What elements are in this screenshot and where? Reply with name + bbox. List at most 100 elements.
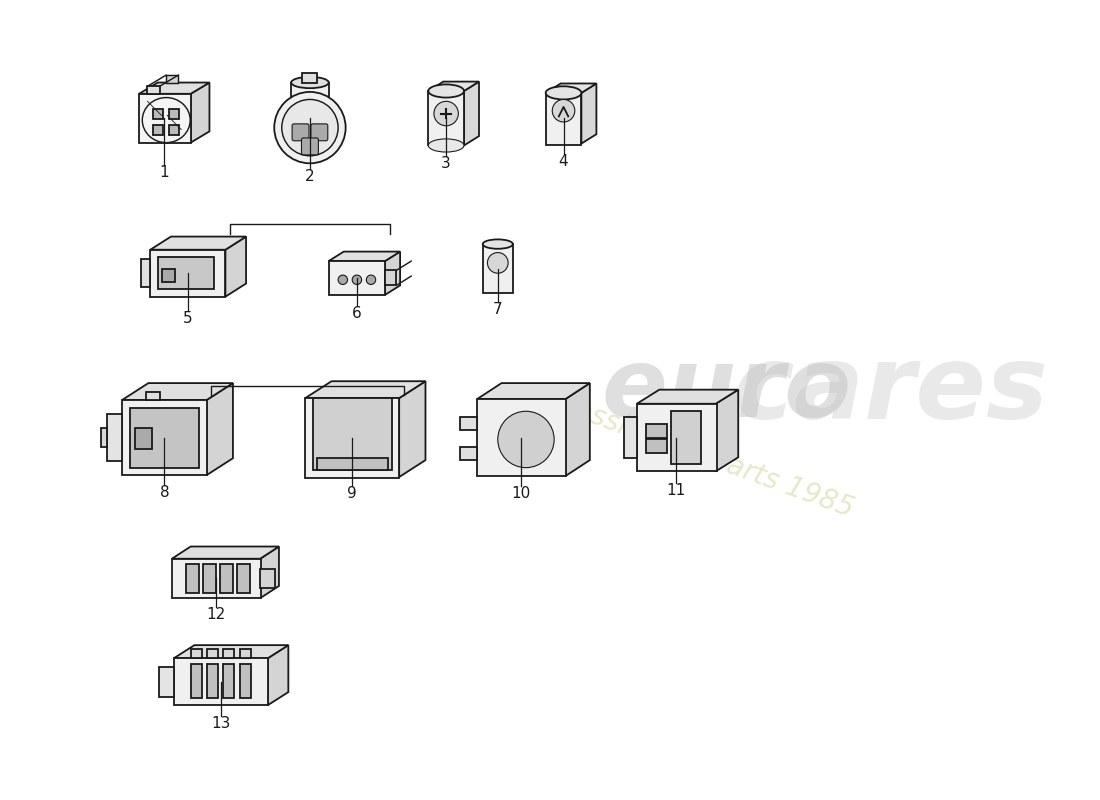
Ellipse shape bbox=[428, 139, 464, 152]
Polygon shape bbox=[261, 569, 275, 588]
Polygon shape bbox=[158, 666, 174, 697]
Ellipse shape bbox=[292, 77, 329, 88]
Text: 6: 6 bbox=[352, 306, 362, 321]
FancyBboxPatch shape bbox=[637, 404, 716, 471]
FancyBboxPatch shape bbox=[207, 664, 218, 698]
FancyBboxPatch shape bbox=[157, 258, 214, 289]
Text: 5: 5 bbox=[183, 310, 192, 326]
Text: cares: cares bbox=[733, 340, 1048, 441]
Polygon shape bbox=[207, 383, 233, 475]
FancyBboxPatch shape bbox=[671, 411, 701, 464]
Circle shape bbox=[352, 275, 362, 285]
Ellipse shape bbox=[483, 239, 513, 249]
Polygon shape bbox=[385, 252, 400, 295]
FancyBboxPatch shape bbox=[169, 109, 179, 119]
FancyBboxPatch shape bbox=[202, 564, 216, 593]
Text: 4: 4 bbox=[559, 154, 569, 169]
Polygon shape bbox=[565, 383, 590, 476]
Ellipse shape bbox=[274, 92, 345, 163]
FancyBboxPatch shape bbox=[236, 564, 250, 593]
Polygon shape bbox=[261, 546, 279, 598]
Polygon shape bbox=[101, 428, 107, 447]
FancyBboxPatch shape bbox=[153, 109, 164, 119]
FancyBboxPatch shape bbox=[646, 439, 667, 453]
Text: 1: 1 bbox=[160, 166, 169, 180]
FancyBboxPatch shape bbox=[222, 664, 234, 698]
FancyBboxPatch shape bbox=[190, 664, 202, 698]
Polygon shape bbox=[122, 383, 233, 400]
Polygon shape bbox=[546, 83, 596, 93]
Text: euro: euro bbox=[601, 344, 851, 437]
FancyBboxPatch shape bbox=[646, 425, 667, 438]
FancyBboxPatch shape bbox=[477, 399, 566, 476]
Polygon shape bbox=[174, 645, 288, 658]
Text: 2: 2 bbox=[305, 169, 315, 184]
FancyBboxPatch shape bbox=[174, 658, 267, 706]
Polygon shape bbox=[172, 546, 279, 558]
Text: 9: 9 bbox=[348, 486, 358, 502]
Ellipse shape bbox=[433, 102, 459, 126]
FancyBboxPatch shape bbox=[135, 428, 152, 449]
FancyBboxPatch shape bbox=[311, 124, 328, 141]
FancyBboxPatch shape bbox=[301, 138, 318, 155]
Polygon shape bbox=[267, 645, 288, 706]
Polygon shape bbox=[464, 82, 478, 146]
Polygon shape bbox=[329, 252, 400, 261]
Polygon shape bbox=[428, 82, 478, 91]
Polygon shape bbox=[582, 83, 596, 143]
Polygon shape bbox=[477, 383, 590, 399]
Polygon shape bbox=[147, 86, 160, 94]
FancyBboxPatch shape bbox=[139, 94, 190, 142]
Polygon shape bbox=[107, 414, 122, 461]
Polygon shape bbox=[190, 82, 209, 142]
FancyBboxPatch shape bbox=[483, 244, 513, 293]
Polygon shape bbox=[399, 382, 426, 477]
Ellipse shape bbox=[282, 99, 338, 156]
FancyBboxPatch shape bbox=[240, 664, 251, 698]
FancyBboxPatch shape bbox=[151, 250, 226, 297]
Circle shape bbox=[498, 411, 554, 468]
FancyBboxPatch shape bbox=[222, 649, 234, 658]
Ellipse shape bbox=[142, 98, 190, 142]
Polygon shape bbox=[716, 390, 738, 471]
FancyBboxPatch shape bbox=[302, 73, 318, 82]
FancyBboxPatch shape bbox=[162, 269, 175, 282]
Polygon shape bbox=[460, 447, 477, 460]
Text: 12: 12 bbox=[207, 606, 226, 622]
Polygon shape bbox=[637, 390, 738, 404]
Ellipse shape bbox=[552, 99, 575, 122]
FancyBboxPatch shape bbox=[546, 93, 582, 145]
Text: 7: 7 bbox=[493, 302, 503, 318]
Polygon shape bbox=[385, 270, 396, 286]
FancyBboxPatch shape bbox=[130, 407, 199, 468]
Text: 13: 13 bbox=[211, 715, 230, 730]
Polygon shape bbox=[460, 417, 477, 430]
Ellipse shape bbox=[428, 85, 464, 98]
FancyBboxPatch shape bbox=[207, 649, 218, 658]
FancyBboxPatch shape bbox=[312, 398, 392, 470]
FancyBboxPatch shape bbox=[305, 398, 399, 478]
Ellipse shape bbox=[487, 253, 508, 274]
Text: 10: 10 bbox=[512, 486, 531, 502]
FancyBboxPatch shape bbox=[172, 558, 261, 598]
FancyBboxPatch shape bbox=[428, 91, 464, 146]
Circle shape bbox=[366, 275, 376, 285]
Polygon shape bbox=[151, 237, 246, 250]
Polygon shape bbox=[139, 82, 209, 94]
Text: 11: 11 bbox=[667, 482, 686, 498]
FancyBboxPatch shape bbox=[122, 400, 207, 475]
Polygon shape bbox=[624, 417, 637, 458]
Polygon shape bbox=[166, 75, 178, 82]
FancyBboxPatch shape bbox=[220, 564, 233, 593]
Polygon shape bbox=[141, 259, 151, 287]
Polygon shape bbox=[305, 382, 426, 398]
Text: passion for parts 1985: passion for parts 1985 bbox=[554, 390, 858, 523]
FancyBboxPatch shape bbox=[190, 649, 202, 658]
Polygon shape bbox=[226, 237, 246, 297]
FancyBboxPatch shape bbox=[240, 649, 251, 658]
FancyBboxPatch shape bbox=[329, 261, 385, 295]
FancyBboxPatch shape bbox=[153, 125, 164, 135]
Circle shape bbox=[338, 275, 348, 285]
FancyBboxPatch shape bbox=[169, 125, 179, 135]
FancyBboxPatch shape bbox=[293, 124, 309, 141]
